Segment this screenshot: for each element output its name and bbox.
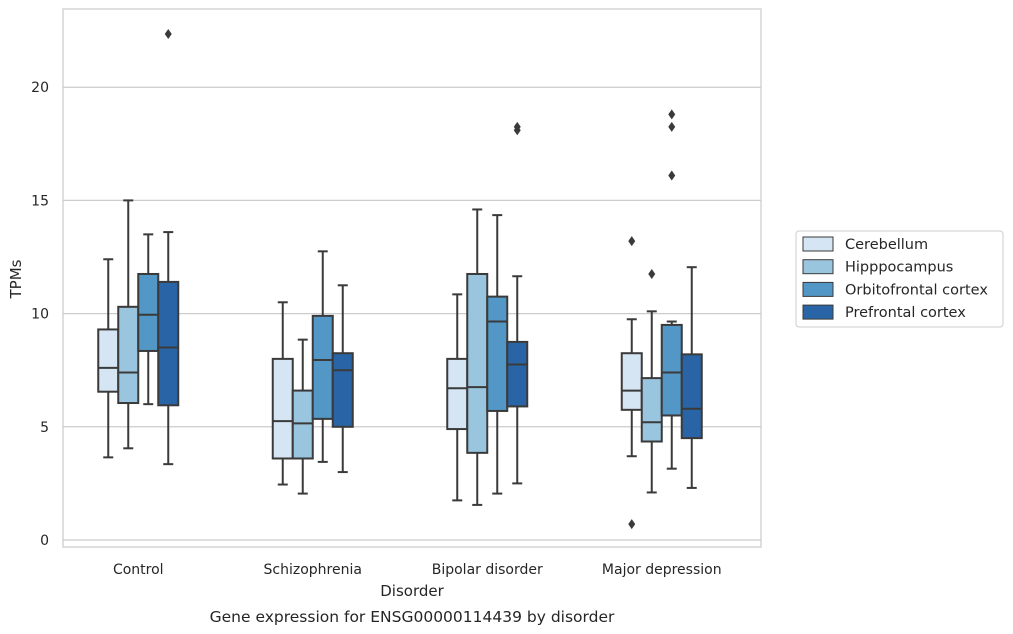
box-iqr xyxy=(446,357,469,431)
legend-label: Hipppocampus xyxy=(845,260,953,276)
box-hipppocampus xyxy=(117,199,140,450)
legend-label: Prefrontal cortex xyxy=(845,305,966,321)
x-tick-label: Bipolar disorder xyxy=(432,562,543,578)
box-hipppocampus xyxy=(466,208,489,506)
legend-swatch xyxy=(802,259,834,275)
outlier-point xyxy=(668,170,676,181)
outlier-point xyxy=(648,268,656,279)
x-tick-label: Major depression xyxy=(602,562,722,578)
box-iqr xyxy=(640,377,663,443)
box-iqr xyxy=(271,357,294,460)
legend-swatch xyxy=(802,281,834,297)
legend-label: Orbitofrontal cortex xyxy=(845,282,988,298)
y-tick-labels: 0 5 10 15 20 xyxy=(31,80,49,549)
box-iqr xyxy=(311,314,334,420)
legend: Cerebellum Hipppocampus Orbitofrontal cort… xyxy=(795,230,1004,328)
box-cerebellum xyxy=(620,236,643,530)
box-orbitofrontal-cortex xyxy=(486,214,509,495)
y-tick-label: 0 xyxy=(40,533,49,549)
box-iqr xyxy=(506,340,529,408)
box-iqr xyxy=(157,280,180,407)
x-tick-label: Control xyxy=(113,562,164,578)
y-tick-label: 5 xyxy=(40,420,49,436)
legend-swatch xyxy=(802,304,834,320)
box-prefrontal-cortex xyxy=(157,28,180,466)
box-cerebellum xyxy=(97,258,120,459)
box-iqr xyxy=(117,305,140,405)
box-prefrontal-cortex xyxy=(680,266,703,489)
y-axis-label: TPMs xyxy=(7,259,25,299)
y-tick-label: 10 xyxy=(31,307,49,323)
plot-background xyxy=(63,9,761,547)
outlier-point xyxy=(513,121,521,132)
legend-label: Cerebellum xyxy=(845,237,928,253)
box-prefrontal-cortex xyxy=(506,121,529,485)
y-tick-label: 15 xyxy=(31,193,49,209)
box-prefrontal-cortex xyxy=(331,284,354,474)
box-iqr xyxy=(486,295,509,412)
box-iqr xyxy=(331,352,354,428)
outlier-point xyxy=(668,109,676,120)
box-iqr xyxy=(680,353,703,440)
chart-caption: Gene expression for ENSG00000114439 by d… xyxy=(210,608,615,626)
box-series xyxy=(97,28,703,530)
x-axis-label: Disorder xyxy=(380,582,444,600)
box-hipppocampus xyxy=(291,338,314,495)
y-tick-label: 20 xyxy=(31,80,49,96)
box-iqr xyxy=(137,272,160,352)
outlier-point xyxy=(668,121,676,132)
x-tick-label: Schizophrenia xyxy=(264,562,362,578)
legend-swatch xyxy=(802,236,834,252)
box-hipppocampus xyxy=(640,268,663,494)
box-iqr xyxy=(660,323,683,417)
box-iqr xyxy=(466,272,489,454)
plot-frame xyxy=(62,8,762,548)
y-gridlines xyxy=(63,86,761,541)
outlier-point xyxy=(628,236,636,247)
box-iqr xyxy=(97,328,120,393)
outlier-point xyxy=(164,28,172,39)
x-tick-labels: Control Schizophrenia Bipolar disorder Majo… xyxy=(113,562,722,578)
legend-frame xyxy=(795,230,1004,328)
box-iqr xyxy=(620,352,643,411)
box-orbitofrontal-cortex xyxy=(660,109,683,470)
outlier-point xyxy=(628,519,636,530)
box-iqr xyxy=(291,389,314,460)
